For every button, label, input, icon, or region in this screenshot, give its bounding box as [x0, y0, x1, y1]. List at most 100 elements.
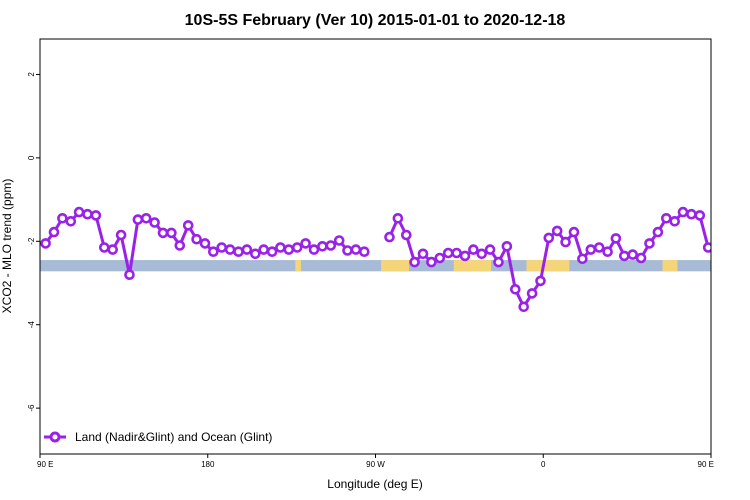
x-axis: 90 E 180 90 W 0 90 E — [37, 454, 714, 469]
data-point — [713, 246, 721, 254]
data-point — [551, 225, 563, 237]
data-point — [384, 231, 395, 243]
data-point — [208, 246, 219, 257]
data-point — [518, 301, 530, 313]
data-point — [342, 245, 353, 256]
land-band — [453, 260, 492, 272]
data-point — [107, 244, 118, 255]
data-point — [543, 232, 555, 244]
land-band — [295, 260, 301, 272]
data-point — [434, 252, 446, 264]
data-point — [174, 240, 186, 251]
x-tick-label: 90 E — [37, 460, 53, 469]
data-point — [82, 208, 93, 220]
data-point — [132, 214, 144, 225]
y-tick-label: -6 — [27, 404, 36, 412]
data-point — [317, 241, 328, 252]
data-point — [417, 248, 429, 260]
data-point — [115, 229, 127, 241]
data-point — [442, 247, 454, 259]
data-point — [48, 226, 60, 238]
data-point — [241, 244, 253, 255]
data-point — [484, 244, 496, 255]
data-point — [140, 213, 152, 224]
data-point — [90, 210, 102, 221]
land-band — [526, 260, 570, 272]
data-point — [610, 233, 622, 244]
data-point — [729, 271, 737, 279]
data-point — [677, 206, 689, 218]
data-point — [509, 283, 521, 295]
data-point — [568, 226, 580, 238]
land-band — [381, 260, 410, 272]
data-point — [308, 244, 320, 255]
y-tick-label: 0 — [27, 155, 36, 160]
data-point — [618, 250, 630, 262]
data-point — [702, 242, 711, 253]
data-point — [258, 244, 270, 255]
y-tick-label: -4 — [27, 321, 36, 329]
y-axis-label: XCO2 - MLO trend (ppm) — [0, 179, 14, 314]
data-point — [191, 233, 202, 245]
data-point — [746, 214, 750, 222]
data-point — [166, 227, 177, 239]
data-point — [526, 288, 538, 299]
data-point — [577, 253, 588, 265]
data-point — [686, 208, 697, 220]
data-point — [333, 235, 345, 246]
x-tick-label: 90 E — [698, 460, 714, 469]
legend: Land (Nadir&Glint) and Ocean (Glint) — [44, 430, 272, 444]
data-point — [721, 231, 729, 239]
x-tick-label: 0 — [541, 460, 546, 469]
legend-entry-label: Land (Nadir&Glint) and Ocean (Glint) — [75, 430, 272, 444]
y-tick-label: 2 — [27, 72, 36, 77]
legend-marker-swatch — [49, 431, 61, 443]
data-point — [233, 246, 244, 257]
data-point — [283, 244, 295, 255]
data-point — [585, 244, 597, 255]
data-point — [182, 220, 194, 231]
data-point — [468, 244, 479, 255]
data-point — [250, 248, 261, 260]
data-point — [535, 275, 546, 287]
data-point — [560, 236, 571, 248]
data-point — [275, 242, 286, 253]
data-point — [501, 241, 513, 252]
data-point — [73, 206, 85, 218]
land-band — [662, 260, 678, 272]
data-point — [224, 244, 236, 255]
data-point — [40, 238, 51, 249]
data-point — [157, 227, 169, 239]
data-point — [291, 242, 303, 253]
data-point — [451, 247, 462, 259]
data-point — [266, 246, 278, 257]
x-tick-label: 180 — [201, 460, 215, 469]
data-point — [627, 249, 639, 260]
data-point — [300, 238, 311, 249]
data-point — [325, 240, 337, 251]
data-point — [350, 244, 362, 255]
x-axis-label: Longitude (deg E) — [327, 477, 422, 491]
data-point — [400, 229, 412, 241]
data-point — [358, 246, 370, 257]
data-point — [694, 210, 706, 221]
data-point — [660, 213, 672, 224]
data-point — [635, 252, 647, 264]
x-tick-label: 90 W — [366, 460, 385, 469]
data-point — [409, 256, 420, 268]
data-point — [199, 238, 211, 249]
land-ocean-strip — [40, 260, 711, 272]
y-axis: 2 0 -2 -4 -6 — [27, 72, 40, 412]
data-point — [65, 216, 77, 227]
data-point — [669, 216, 681, 227]
data-point — [652, 226, 664, 238]
data-point — [124, 269, 135, 281]
data-point — [738, 216, 746, 224]
data-point — [493, 256, 504, 268]
data-point — [57, 213, 68, 224]
data-point — [426, 256, 437, 268]
y-tick-label: -2 — [27, 237, 36, 245]
data-point — [593, 242, 605, 253]
data-point — [392, 213, 404, 224]
